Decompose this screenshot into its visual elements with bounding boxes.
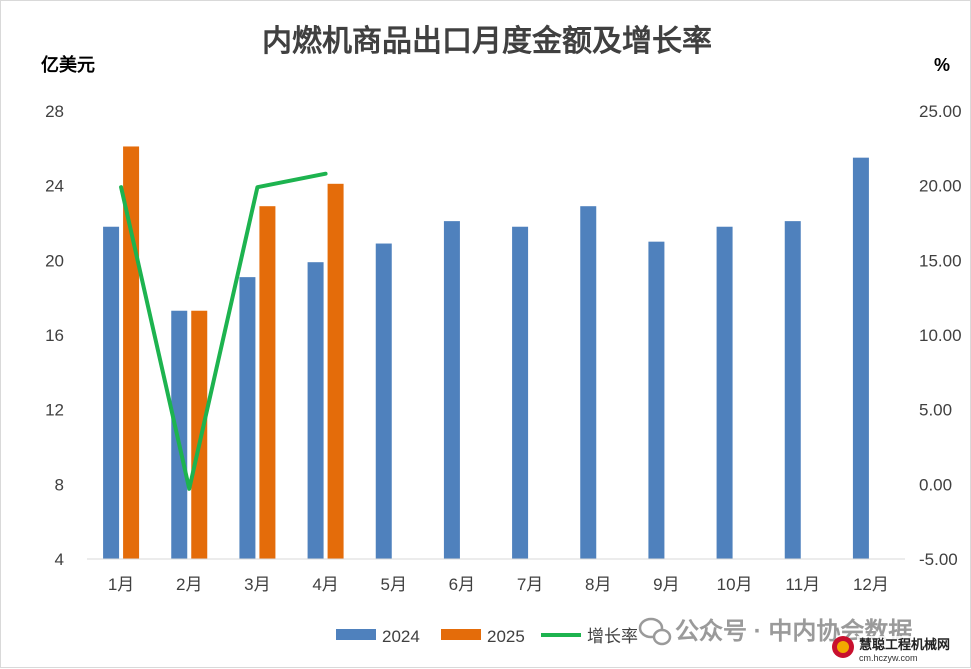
bar-2024-8月 [580, 206, 597, 559]
watermark-logo-text: 慧聪工程机械网 [859, 637, 950, 652]
right-tick-label: 15.00 [919, 251, 962, 270]
x-tick-label: 7月 [517, 575, 543, 594]
x-tick-label: 11月 [785, 575, 820, 594]
left-tick-label: 24 [45, 177, 64, 196]
x-tick-label: 4月 [312, 575, 338, 594]
legend-label-2024: 2024 [382, 627, 420, 646]
right-tick-label: 10.00 [919, 326, 962, 345]
bar-2024-1月 [103, 226, 120, 559]
chart-title: 内燃机商品出口月度金额及增长率 [262, 24, 712, 58]
x-tick-label: 8月 [585, 575, 611, 594]
x-tick-label: 9月 [653, 575, 679, 594]
x-tick-label: 5月 [381, 575, 407, 594]
legend-swatch-2024 [336, 629, 376, 640]
left-tick-label: 16 [45, 326, 64, 345]
legend-swatch-2025 [441, 629, 481, 640]
x-tick-label: 1月 [108, 575, 134, 594]
bar-2024-9月 [648, 241, 665, 559]
left-tick-label: 4 [55, 550, 64, 569]
right-tick-label: 5.00 [919, 401, 952, 420]
bar-2025-3月 [259, 206, 276, 559]
right-tick-label: 0.00 [919, 475, 952, 494]
left-tick-label: 28 [45, 102, 64, 121]
right-tick-label: 25.00 [919, 102, 962, 121]
bar-2024-3月 [239, 277, 256, 559]
watermark-url: cm.hczyw.com [859, 653, 918, 663]
right-axis-unit: % [934, 55, 950, 75]
left-tick-label: 8 [55, 475, 64, 494]
watermark: 公众号 · 中内协会数据 慧聪工程机械网 cm.hczyw.com [638, 617, 957, 663]
bar-2025-4月 [327, 183, 344, 560]
legend-label-growth: 增长率 [587, 627, 638, 646]
bar-2024-6月 [443, 221, 460, 559]
hcw-logo: 慧聪工程机械网 cm.hczyw.com [832, 636, 957, 663]
bar-2024-5月 [375, 243, 392, 560]
x-tick-label: 3月 [244, 575, 270, 594]
bar-2025-2月 [191, 310, 208, 559]
left-tick-label: 12 [45, 401, 64, 420]
growth-rate-line [119, 171, 328, 491]
left-axis-unit: 亿美元 [41, 54, 95, 75]
x-tick-label: 2月 [176, 575, 202, 594]
wechat-icon [638, 617, 672, 646]
bar-2024-12月 [852, 157, 869, 559]
bar-2024-2月 [171, 310, 188, 559]
right-tick-label: 20.00 [919, 177, 962, 196]
right-tick-label: -5.00 [919, 550, 958, 569]
left-tick-label: 20 [45, 251, 64, 270]
bar-2024-4月 [307, 262, 324, 559]
x-tick-label: 6月 [449, 575, 475, 594]
x-tick-label: 10月 [717, 575, 753, 594]
bar-2024-10月 [716, 226, 733, 559]
legend-label-2025: 2025 [487, 627, 525, 646]
x-tick-label: 12月 [853, 575, 889, 594]
legend: 2024 2025 增长率 [336, 627, 638, 646]
bar-2024-7月 [512, 226, 529, 559]
bar-2024-11月 [784, 221, 801, 559]
